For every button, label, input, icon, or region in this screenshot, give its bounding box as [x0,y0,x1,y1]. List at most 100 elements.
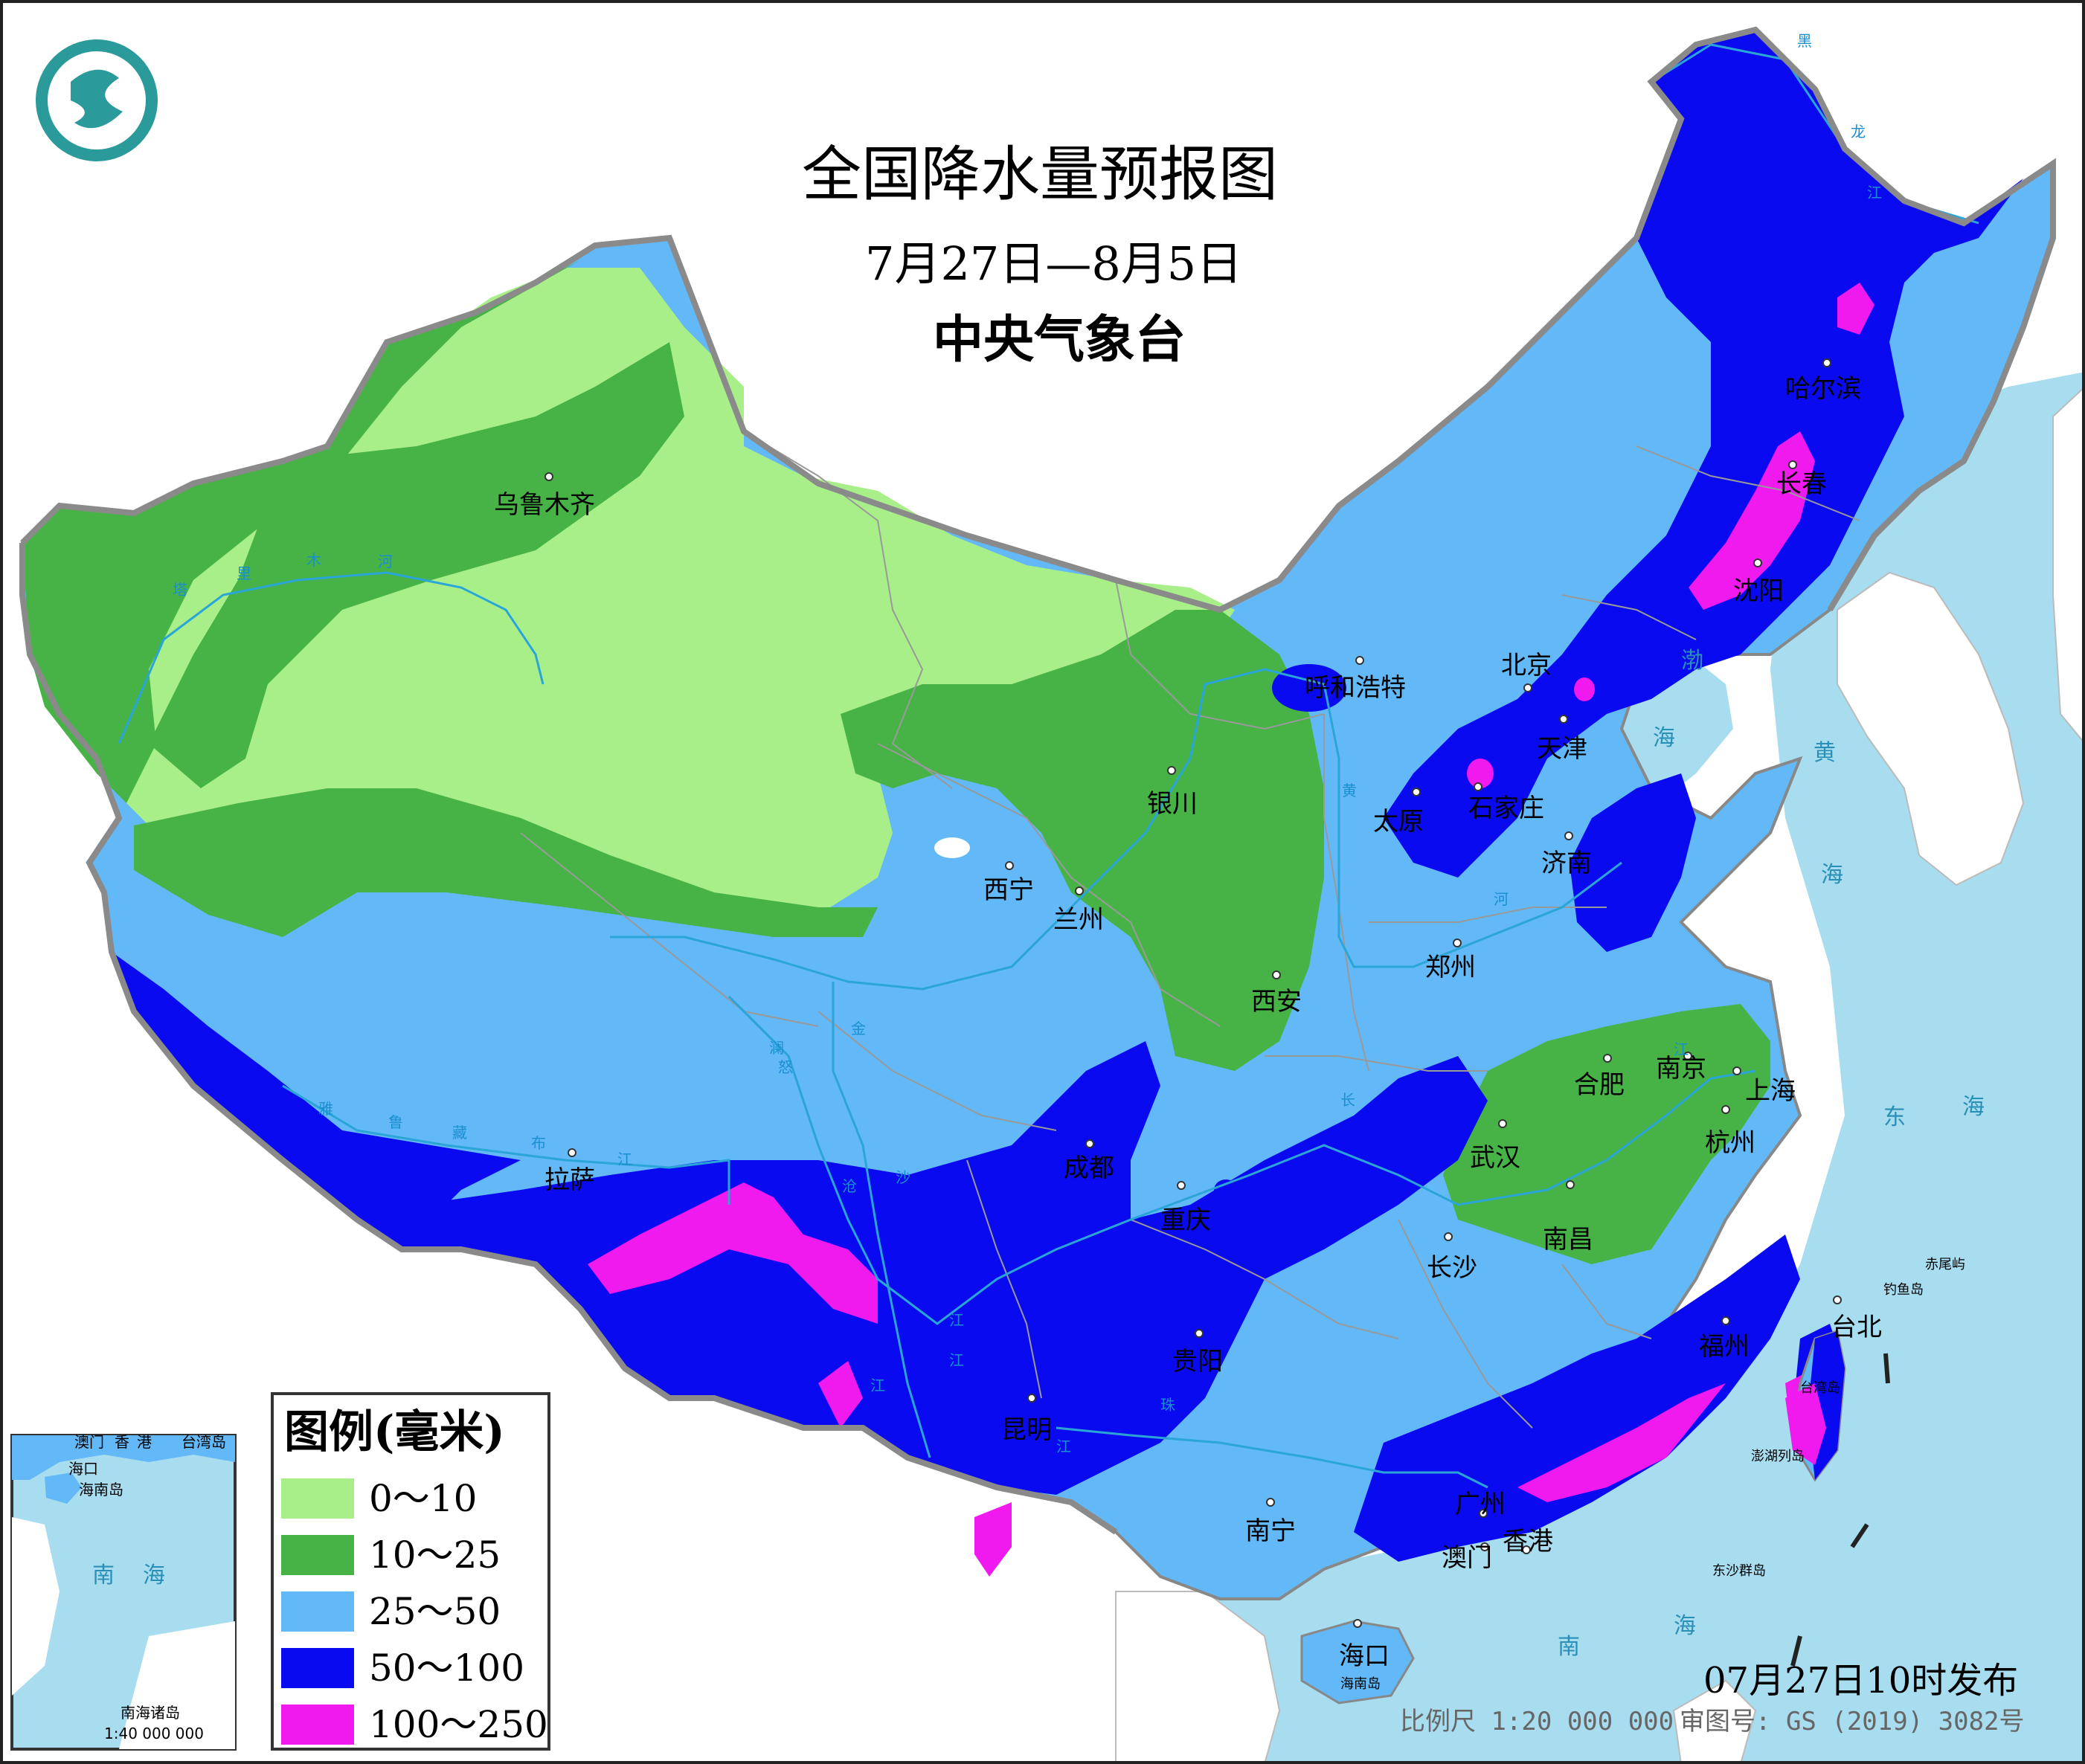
inset-label: 台湾岛 [181,1433,226,1451]
inset-label: 海南岛 [79,1481,123,1499]
city-label: 拉萨 [544,1165,595,1195]
city-label: 南昌 [1543,1225,1593,1255]
city-label: 广州 [1455,1490,1506,1519]
city-label: 银川 [1147,789,1198,819]
korea-peninsula [1837,571,2025,886]
legend-swatch [281,1705,354,1745]
inset-hainan [45,1472,82,1504]
band-100-250-tibet [588,1182,878,1324]
city-label: 天津 [1537,734,1587,764]
inset-label: 香 [115,1433,129,1451]
band-0-10-northwest [119,268,1235,915]
legend: 图例(毫米) 0～10 10～25 25～50 50～100 100～250 [271,1392,550,1751]
river-label: 河 [1494,890,1509,908]
river-label: 木 [306,551,321,569]
city-label: 贵阳 [1172,1347,1223,1377]
river-label: 怒 [778,1058,793,1076]
legend-items: 0～10 10～25 25～50 50～100 100～250 [281,1477,548,1746]
river-label: 江 [870,1377,885,1394]
band-100-250-yunnan-west [818,1361,863,1428]
island-label: 澎湖列岛 [1751,1449,1805,1464]
river-label: 江 [1674,1040,1689,1058]
inset-west-land [12,1517,60,1696]
sea-label: 渤 [1681,648,1703,674]
city-label: 台北 [1831,1313,1882,1342]
south-sea-inset: 澳门 香 港 台湾岛 海口 海南岛 南 海 南海诸岛 1:40 000 000 [10,1433,237,1751]
river-label: 河 [378,553,393,570]
city-label: 合肥 [1574,1070,1625,1100]
city-label: 武汉 [1470,1143,1520,1173]
city-markers [544,358,1842,1628]
band-50-100-chongqing [1214,1179,1238,1200]
river-label: 江 [949,1311,964,1329]
band-50-100-tibet-south [112,952,521,1235]
sea-areas [1115,372,2085,1764]
city-label: 香港 [1503,1527,1553,1557]
qinghai-lake [934,837,970,858]
city-label: 乌鲁木齐 [494,490,595,520]
sea-east [1116,372,2085,1764]
island-label: 钓鱼岛 [1883,1282,1924,1298]
sea-boundary-dashes [1790,1353,1890,1667]
city-label: 石家庄 [1468,794,1544,823]
band-100-250-yunnan-south [974,1502,1012,1577]
city-label: 澳门 [1442,1543,1492,1573]
city-labels: 乌鲁木齐 呼和浩特 哈尔滨 长春 沈阳 北京 天津 石家庄 太原 济南 银川 西… [494,374,1882,1671]
river-label: 江 [1056,1438,1071,1455]
river-label: 布 [531,1134,546,1152]
issuer: 中央气象台 [933,311,1186,370]
sea-label: 黄 [1813,740,1836,766]
city-label: 福州 [1699,1332,1750,1362]
band-10-25 [22,260,1770,1264]
inset-mainland [12,1435,235,1480]
legend-swatch [281,1478,354,1519]
band-10-25-tianshan [149,342,684,788]
city-label: 长春 [1776,469,1827,499]
city-label: 南京 [1656,1054,1706,1084]
map-title: 全国降水量预报图 [802,140,1278,209]
inset-sea-label: 南 [92,1562,115,1588]
legend-label: 0～10 [369,1477,477,1520]
sea-label: 海 [1653,725,1675,751]
band-100-250-south-coast [1517,1383,1726,1502]
sea-label: 海 [1821,862,1843,888]
review-number: 审图号: GS (2019) 3082号 [1680,1707,2025,1736]
band-50-100-southeast [1354,1235,1800,1562]
band-100-250-beijing [1574,677,1595,701]
city-label: 南宁 [1245,1516,1296,1546]
inset-label: 港 [137,1433,152,1451]
city-label: 杭州 [1705,1128,1755,1158]
inset-southeast-land [119,1621,235,1749]
tarim-river [118,571,544,744]
river-label: 沧 [842,1177,857,1195]
city-label: 重庆 [1160,1205,1211,1235]
date-range: 7月27日—8月5日 [865,236,1242,291]
band-100-250-shijiazhuang [1467,759,1494,788]
band-10-25-kunlun [134,788,878,937]
legend-label: 25～50 [369,1590,501,1633]
island-label: 海南岛 [1340,1676,1381,1692]
city-label: 上海 [1745,1076,1796,1106]
city-label: 太原 [1373,807,1424,837]
river-label: 黑 [1797,32,1812,50]
city-label: 西安 [1251,987,1302,1017]
city-label: 海口 [1339,1641,1390,1671]
city-label: 呼和浩特 [1305,673,1406,703]
river-label: 鲁 [388,1113,403,1131]
legend-label: 10～25 [369,1533,501,1577]
band-10-25-loess [841,610,1324,1071]
island-label: 东沙群岛 [1712,1563,1766,1579]
inset-sea-label: 海 [143,1562,165,1588]
river-label: 珠 [1160,1396,1175,1414]
river-label: 藏 [452,1124,467,1142]
city-label: 北京 [1501,651,1552,680]
legend-swatch [281,1591,354,1632]
pearl-river [1056,1426,1488,1489]
yangtze-river [727,995,1756,1325]
inset-scale: 1:40 000 000 [104,1725,204,1742]
island-label: 赤尾屿 [1925,1257,1965,1272]
scale-text: 比例尺 1:20 000 000 [1400,1707,1674,1736]
city-label: 兰州 [1053,905,1104,935]
rivers [118,43,1979,1489]
inset-name: 南海诸岛 [121,1704,180,1722]
